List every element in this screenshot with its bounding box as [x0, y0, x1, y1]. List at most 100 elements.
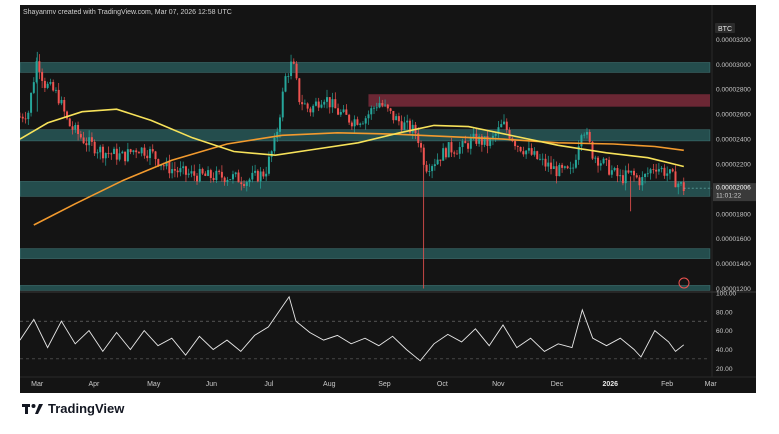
candle-body [644, 174, 647, 178]
candle-body [276, 131, 279, 138]
candle-body [455, 153, 458, 155]
price-tick-label: 0.00001200 [716, 286, 751, 293]
candle-body [317, 101, 320, 108]
candle-body [135, 150, 138, 153]
candle-body [71, 126, 74, 130]
candle-body [436, 159, 439, 165]
candle-body [129, 149, 132, 153]
candle-body [209, 170, 212, 178]
candle-body [417, 133, 420, 144]
candle-body [124, 151, 127, 162]
candle-body [35, 61, 38, 83]
candle-body [77, 124, 80, 135]
candle-body [24, 118, 27, 120]
candle-body [572, 167, 575, 169]
support-zone [20, 285, 711, 291]
candle-body [475, 133, 478, 144]
candle-body [588, 131, 591, 142]
alert-icon [678, 277, 690, 289]
candle-body [248, 179, 251, 183]
candle-body [328, 97, 331, 108]
candle-body [577, 146, 580, 160]
candle-body [635, 175, 638, 178]
candle-body [403, 122, 406, 130]
candle-body [544, 158, 547, 167]
candle-body [406, 120, 409, 123]
candle-body [96, 152, 99, 154]
rsi-tick-label: 20.00 [716, 366, 733, 373]
candle-body [431, 166, 434, 172]
candle-body [530, 148, 533, 155]
candle-body [616, 168, 619, 177]
candle-body [126, 149, 129, 162]
chart-area[interactable]: BTC 0.00003200 0.00003000 0.00002800 0.00002… [20, 5, 756, 393]
time-tick-label: 2026 [603, 381, 619, 388]
candle-body [49, 82, 52, 84]
candle-body [68, 118, 71, 127]
candle-body [196, 175, 199, 182]
time-tick-label: Jul [264, 381, 273, 388]
candle-body [638, 177, 641, 186]
candle-body [229, 179, 232, 181]
candle-body [425, 164, 428, 172]
rsi-tick-label: 60.00 [716, 328, 733, 335]
candle-body [397, 116, 400, 122]
candle-body [646, 173, 649, 175]
series-label: BTC [718, 26, 732, 33]
price-tick-label: 0.00001400 [716, 261, 751, 268]
candle-body [594, 157, 597, 159]
candle-body [265, 173, 268, 177]
candle-body [104, 153, 107, 159]
time-tick-label: Aug [323, 381, 336, 388]
candle-body [140, 147, 143, 154]
candle-body [82, 137, 85, 144]
candle-body [301, 102, 304, 105]
candle-body [337, 108, 340, 115]
candle-body [480, 136, 483, 145]
candle-body [212, 177, 215, 181]
candle-body [583, 134, 586, 136]
candle-body [621, 175, 624, 184]
candle-body [657, 169, 660, 172]
candle-body [137, 152, 140, 154]
candle-body [38, 61, 41, 72]
price-tick-label: 0.00002200 [716, 161, 751, 168]
candle-body [356, 119, 359, 125]
candle-body [655, 169, 658, 172]
moving-average-slow-line [33, 131, 684, 226]
candle-body [284, 76, 287, 92]
candle-body [538, 158, 541, 160]
candle-body [514, 141, 517, 147]
candle-body [160, 165, 163, 167]
candle-body [234, 172, 237, 175]
candle-body [198, 168, 201, 182]
candle-body [52, 82, 55, 91]
countdown-label: 11:01:22 [716, 193, 742, 200]
candle-body [63, 99, 66, 112]
candle-body [226, 179, 229, 183]
candle-body [536, 151, 539, 159]
candle-body [605, 158, 608, 160]
candle-body [494, 133, 497, 136]
candle-body [525, 150, 528, 155]
chart-svg[interactable]: BTC 0.00003200 0.00003000 0.00002800 0.00002… [20, 5, 756, 393]
candle-body [148, 149, 151, 159]
moving-average-fast-line [20, 108, 684, 168]
candle-body [359, 123, 362, 125]
candle-body [519, 146, 522, 152]
candle-body [154, 151, 157, 160]
candle-body [453, 152, 456, 154]
candle-body [201, 168, 204, 174]
time-tick-label: Mar [705, 381, 718, 388]
candle-body [231, 174, 234, 180]
candle-body [262, 171, 265, 177]
candle-body [461, 141, 464, 148]
candle-body [66, 111, 69, 119]
candle-body [552, 166, 555, 169]
candle-body [522, 151, 525, 155]
candle-body [682, 182, 685, 192]
candle-body [464, 141, 467, 144]
candle-body [251, 172, 254, 180]
candle-body [602, 158, 605, 164]
candle-body [467, 143, 470, 149]
